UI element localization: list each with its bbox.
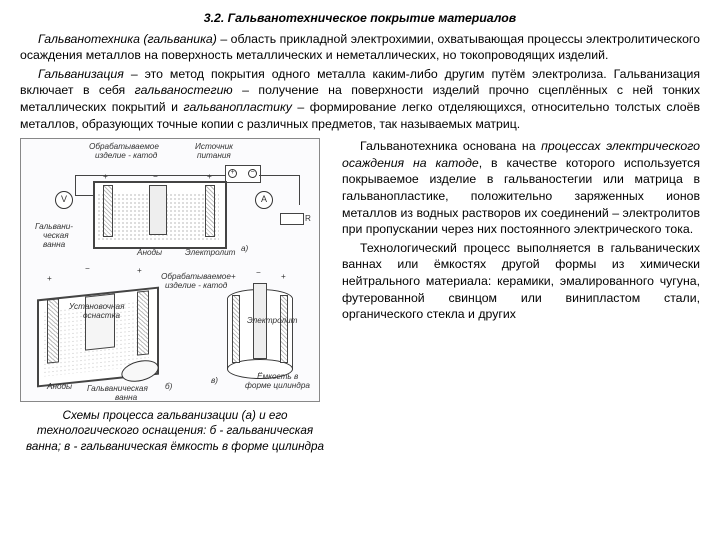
label-a: а) [241,243,248,254]
right-paragraph-2: Технологический процесс выполняется в га… [342,240,700,323]
r1-text-a: Гальванотехника основана на [360,139,541,153]
plus-left-a: + [103,171,108,182]
label-electrolyte-a: Электролит [185,247,235,258]
section-title: 3.2. Гальванотехническое покрытие матери… [20,10,700,27]
anode-v2 [280,295,288,363]
plus-v2: + [281,271,286,282]
anode-a-left [103,185,113,237]
anode-b2 [137,291,149,356]
paragraph-1: Гальванотехника (гальваника) – область п… [20,31,700,64]
lower-columns: Обрабатываемое изделие - катод Источник … [20,138,700,454]
label-cathode-b2: изделие - катод [165,280,227,291]
minus-b: − [85,263,90,274]
anode-v1 [232,295,240,363]
minus-center-a: − [153,171,158,182]
label-electrolyte-v: Электролит [247,315,297,326]
label-fixture-2: оснастка [83,310,120,321]
anode-a-right [205,185,215,237]
term-galvanoplastika: гальванопластику [184,100,292,114]
figure-caption: Схемы процесса гальванизации (а) и его т… [20,408,330,454]
voltmeter-icon: V [55,191,73,209]
term-galvanizatsia: Гальванизация [38,67,124,81]
label-v: в) [211,375,218,386]
label-bath-3: ванна [43,239,65,250]
diagram: Обрабатываемое изделие - катод Источник … [25,143,315,397]
plus-v1: + [231,271,236,282]
figure-box: Обрабатываемое изделие - катод Источник … [20,138,320,402]
figure-column: Обрабатываемое изделие - катод Источник … [20,138,330,454]
label-cathode-2: изделие - катод [95,150,157,161]
ammeter-icon: A [255,191,273,209]
resistor-label: R [305,213,311,224]
plus-b2: + [137,265,142,276]
label-bath-b2: ванна [115,392,137,403]
plus-right-a: + [207,171,212,182]
cathode-a [149,185,167,235]
resistor-box [280,213,304,225]
minus-v: − [256,267,261,278]
label-cylinder-2: форме цилиндра [245,380,310,391]
paragraph-2: Гальванизация – это метод покрытия одног… [20,66,700,132]
label-b: б) [165,381,172,392]
right-paragraph-1: Гальванотехника основана на процессах эл… [342,138,700,238]
term-galvanotechnika: Гальванотехника (гальваника) [38,32,217,46]
term-galvanostegia: гальваностегию [135,83,233,97]
right-text-column: Гальванотехника основана на процессах эл… [330,138,700,454]
anode-b1 [47,299,59,364]
plus-b1: + [47,273,52,284]
label-anodes-b: Аноды [47,381,72,392]
label-anodes-a: Аноды [137,247,162,258]
label-source-2: питания [197,150,231,161]
